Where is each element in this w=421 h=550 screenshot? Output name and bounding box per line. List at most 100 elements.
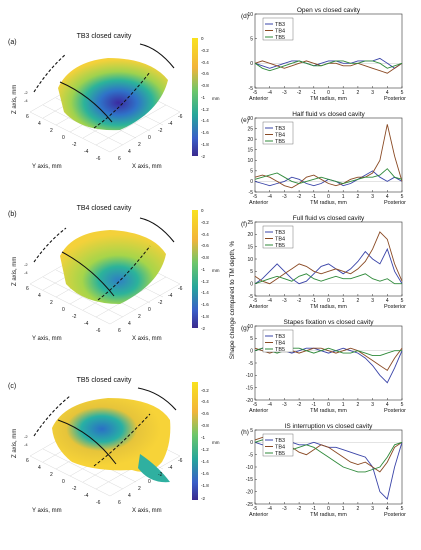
anterior-label: Anterior [249,96,268,102]
y-tick-label: -15 [246,385,253,391]
x-tick-label: 4 [386,402,389,408]
y-tick-label: 25 [247,220,253,226]
posterior-label: Posterior [384,408,406,414]
x-tick-label: 2 [357,402,360,408]
x-tick-label: -3 [282,90,287,96]
y-tick-label: 0 [250,61,253,67]
edge-solid [139,217,175,243]
colorbar-ticks: 0 -0.2 -0.4 -0.6 -0.8 -1 -1.2 -1.4 -1.6 … [201,36,209,159]
y-tick-label: 15 [247,244,253,250]
edge-dashed [33,395,71,437]
svg-text:0: 0 [62,479,65,485]
x-tick-label: 5 [401,194,404,200]
y-tick-label: 25 [247,126,253,132]
posterior-label: Posterior [384,512,406,518]
svg-text:-0.8: -0.8 [201,423,209,428]
svg-text:2: 2 [50,472,53,478]
svg-text:0: 0 [148,479,151,485]
svg-text:-6: -6 [96,500,101,506]
y-tick-label: -10 [246,373,253,379]
svg-text:-1: -1 [201,435,205,440]
colorbar-unit: mm [212,96,220,101]
x-ticks: -6 -4 -2 0 2 4 6 [118,458,183,506]
x-tick-label: 0 [327,90,330,96]
svg-text:0: 0 [148,135,151,141]
legend-label: TB5 [275,347,285,353]
y-tick-label: 5 [250,336,253,342]
series-line-tb5 [254,273,402,285]
x-tick-label: -3 [282,298,287,304]
svg-text:-0.8: -0.8 [201,83,209,88]
x-tick-label: -3 [282,506,287,512]
y-tick-label: -5 [249,361,254,367]
ztick: -2 [24,90,28,95]
y-tick-label: 10 [247,158,253,164]
yaxis-label: Y axis, mm [32,508,62,514]
x-tick-label: 1 [342,90,345,96]
x-tick-label: 4 [386,194,389,200]
svg-text:6: 6 [118,500,121,506]
svg-text:4: 4 [128,149,131,155]
series-line-tb4 [254,124,403,189]
x-tick-label: -2 [297,194,302,200]
y-tick-label: 0 [250,348,253,354]
xaxis-label: X axis, mm [132,164,162,170]
x-tick-label: 4 [386,90,389,96]
x-axis-label: TM radius, mm [310,304,347,310]
x-tick-label: 1 [342,194,345,200]
svg-text:-0.6: -0.6 [201,71,209,76]
y-tick-label: 5 [250,169,253,175]
panel-tag: (c) [8,383,16,390]
colorbar [192,382,198,500]
legend-label: TB5 [275,243,285,249]
x-tick-label: -5 [253,194,258,200]
panel-tag: (b) [8,211,17,218]
legend-label: TB4 [275,133,285,139]
y-tick-label: -5 [249,86,254,92]
x-tick-label: 5 [401,90,404,96]
legend-label: TB3 [275,438,285,444]
svg-text:-2: -2 [72,314,77,320]
edge-solid [139,43,175,69]
x-tick-label: 5 [401,298,404,304]
x-tick-label: -1 [312,90,317,96]
svg-text:-2: -2 [72,486,77,492]
x-tick-label: -3 [282,194,287,200]
edge-solid [137,387,177,411]
x-axis-label: TM radius, mm [310,408,347,414]
line-chart-g: (g)Stapes fixation vs closed cavity-20-1… [241,319,406,414]
svg-text:-1.6: -1.6 [201,302,209,307]
x-tick-label: -5 [253,90,258,96]
x-tick-label: -2 [297,506,302,512]
x-tick-label: 3 [371,90,374,96]
svg-text:2: 2 [50,300,53,306]
colorbar-unit: mm [212,268,220,273]
svg-text:0: 0 [201,208,204,213]
svg-text:-2: -2 [158,300,163,306]
legend-label: TB3 [275,22,285,28]
x-tick-label: -1 [312,194,317,200]
panel-tag: (f) [241,221,247,228]
x-ticks: -6 -4 -2 0 2 4 6 [118,114,183,162]
yaxis-label: Y axis, mm [32,336,62,342]
ztick: -2 [24,434,28,439]
x-tick-label: 0 [327,402,330,408]
svg-text:-0.6: -0.6 [201,243,209,248]
svg-text:6: 6 [26,114,29,120]
edge-dashed [33,53,67,93]
y-tick-label: 10 [247,12,253,18]
svg-text:-1.8: -1.8 [201,483,209,488]
x-tick-label: 2 [357,90,360,96]
y-tick-label: 10 [247,324,253,330]
y-tick-label: 20 [247,232,253,238]
svg-text:-0.2: -0.2 [201,388,209,393]
svg-text:-6: -6 [178,114,183,120]
legend-label: TB5 [275,139,285,145]
svg-text:4: 4 [128,321,131,327]
y-tick-label: 0 [250,179,253,185]
svg-text:2: 2 [138,486,141,492]
x-tick-label: 2 [357,298,360,304]
x-tick-label: -2 [297,298,302,304]
